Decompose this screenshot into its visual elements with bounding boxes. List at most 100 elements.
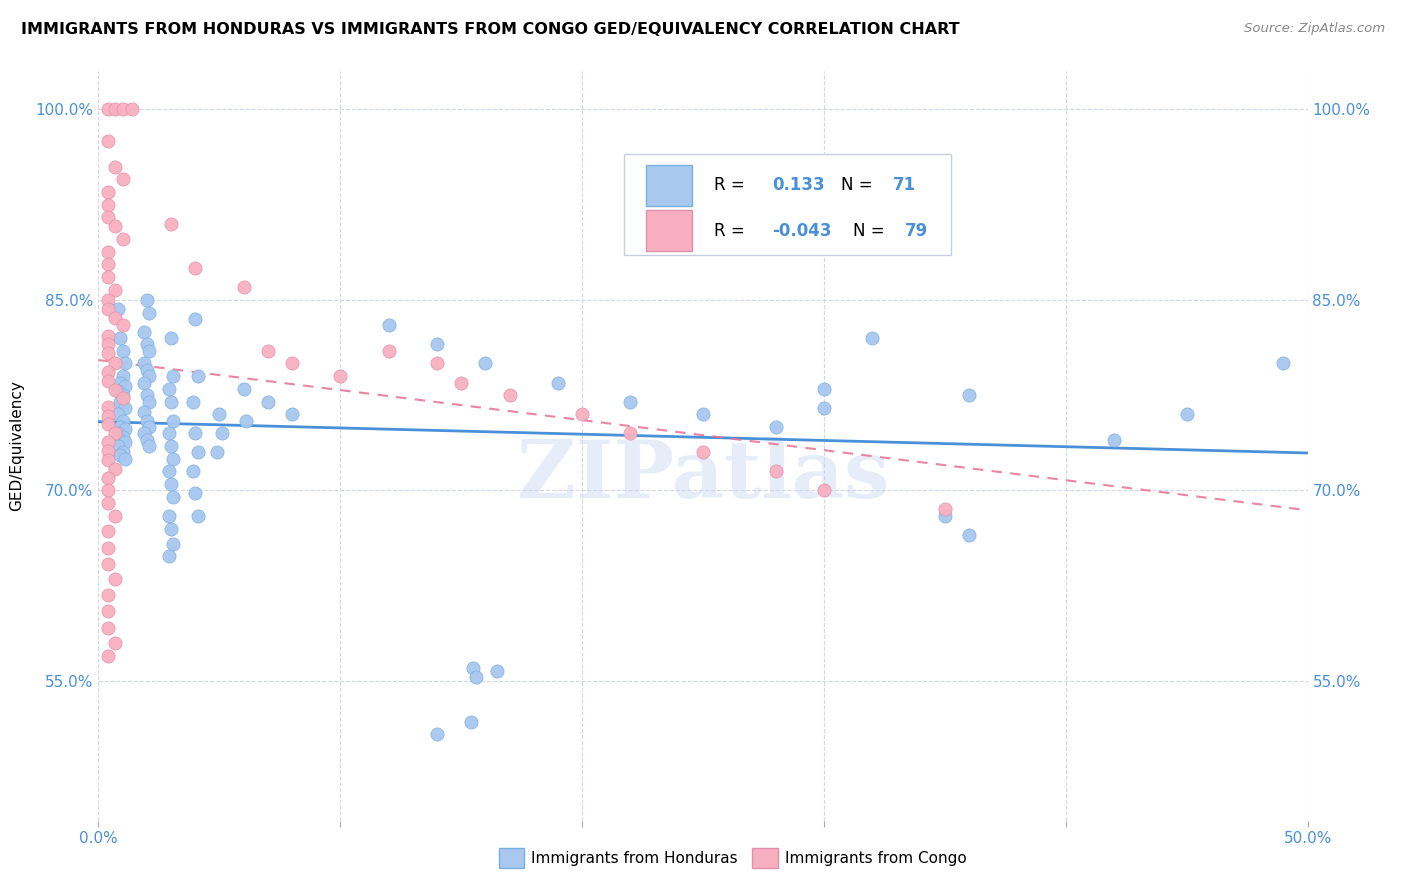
Point: [160, 477, 183, 491]
Point: [134, 405, 156, 419]
Point: [97, 365, 120, 379]
Point: [108, 376, 131, 390]
Point: [97, 257, 120, 271]
Point: [162, 369, 184, 384]
Point: [162, 537, 184, 551]
Point: [160, 439, 183, 453]
Point: [157, 464, 180, 478]
Point: [111, 232, 134, 246]
Point: [281, 407, 304, 421]
Point: [97, 557, 120, 571]
Point: [813, 401, 835, 415]
Text: N =: N =: [841, 176, 877, 194]
Point: [157, 426, 180, 441]
Point: [157, 549, 180, 564]
Y-axis label: GED/Equivalency: GED/Equivalency: [10, 381, 24, 511]
Point: [460, 714, 482, 729]
Point: [97, 197, 120, 211]
Point: [114, 401, 136, 415]
Point: [377, 318, 399, 333]
Point: [232, 382, 254, 396]
Point: [97, 444, 120, 458]
Point: [187, 369, 209, 384]
Point: [160, 217, 183, 231]
Point: [134, 376, 156, 390]
Point: [134, 356, 156, 370]
Point: [111, 414, 134, 428]
Text: N =: N =: [853, 221, 890, 240]
Point: [692, 445, 714, 459]
Point: [108, 433, 131, 447]
Point: [256, 343, 278, 358]
Point: [97, 185, 120, 199]
Point: [1272, 356, 1295, 370]
Point: [97, 211, 120, 225]
Point: [450, 376, 472, 390]
Point: [160, 394, 183, 409]
Point: [184, 426, 207, 441]
Point: [377, 343, 399, 358]
Point: [97, 337, 120, 351]
Point: [187, 445, 209, 459]
Point: [104, 572, 127, 586]
Point: [256, 394, 278, 409]
Point: [107, 439, 129, 453]
Point: [619, 394, 641, 409]
Point: [111, 391, 134, 405]
Point: [104, 383, 127, 397]
Point: [104, 426, 127, 441]
Point: [281, 356, 304, 370]
Point: [571, 407, 593, 421]
Point: [138, 306, 160, 320]
Point: [138, 420, 160, 434]
Point: [97, 400, 120, 414]
Point: [111, 172, 134, 186]
Point: [138, 394, 160, 409]
Point: [104, 160, 127, 174]
Point: [934, 508, 956, 523]
Point: [108, 420, 131, 434]
Point: [135, 337, 157, 351]
Point: [813, 483, 835, 498]
Point: [135, 414, 157, 428]
Point: [107, 301, 129, 316]
Point: [111, 388, 134, 402]
Text: Immigrants from Honduras: Immigrants from Honduras: [531, 851, 738, 865]
Point: [235, 414, 257, 428]
Point: [162, 414, 184, 428]
Point: [97, 374, 120, 388]
Point: [1175, 407, 1198, 421]
Point: [162, 490, 184, 504]
Point: [97, 524, 120, 538]
Bar: [624, 153, 950, 255]
Point: [692, 407, 714, 421]
Point: [97, 328, 120, 343]
Text: R =: R =: [714, 176, 749, 194]
Text: Source: ZipAtlas.com: Source: ZipAtlas.com: [1244, 22, 1385, 36]
Bar: [647, 164, 692, 206]
Point: [111, 103, 134, 117]
Point: [97, 453, 120, 467]
Point: [97, 604, 120, 618]
Point: [97, 270, 120, 285]
Text: R =: R =: [714, 221, 749, 240]
Point: [860, 331, 883, 345]
Point: [108, 331, 131, 345]
Point: [97, 244, 120, 259]
Point: [716, 217, 738, 231]
Point: [97, 435, 120, 450]
Point: [329, 369, 352, 384]
Point: [111, 445, 134, 459]
Point: [97, 417, 120, 432]
Point: [765, 464, 787, 478]
Point: [157, 508, 180, 523]
Point: [114, 356, 136, 370]
Point: [104, 356, 127, 370]
Point: [957, 388, 980, 402]
Point: [474, 356, 496, 370]
Point: [114, 422, 136, 436]
Point: [134, 325, 156, 339]
Point: [464, 670, 486, 684]
Point: [104, 462, 127, 476]
Point: [1102, 433, 1125, 447]
